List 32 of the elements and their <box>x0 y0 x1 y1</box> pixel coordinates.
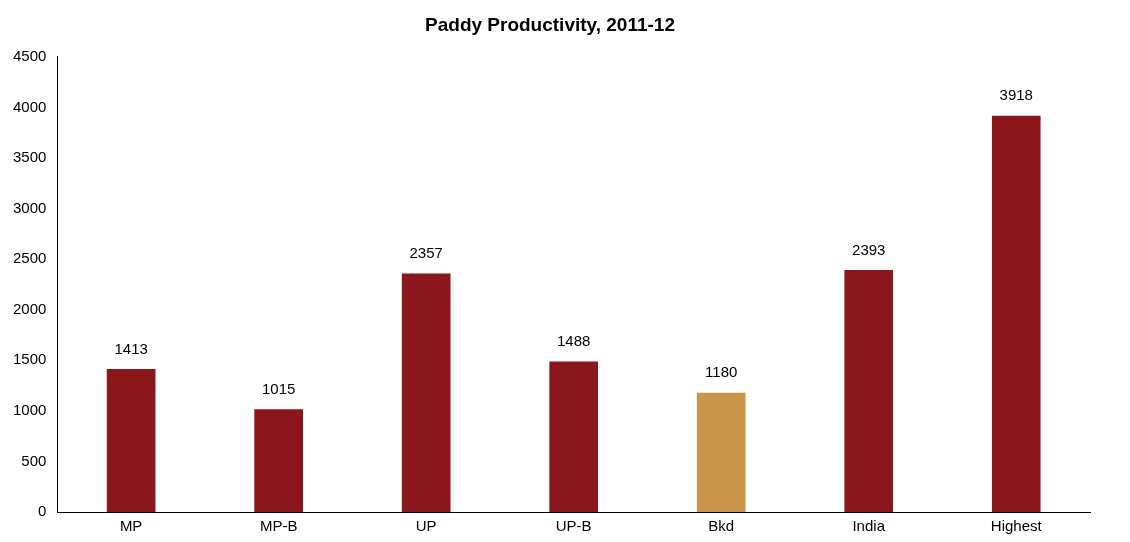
data-label: 1488 <box>557 332 591 350</box>
data-label: 1180 <box>705 363 738 381</box>
bar <box>991 115 1041 512</box>
data-label: 2393 <box>852 240 886 258</box>
y-tick-label: 4500 <box>12 46 47 64</box>
y-tick-label: 3500 <box>12 148 47 166</box>
bar <box>696 392 746 512</box>
y-tick-label: 1500 <box>12 350 47 368</box>
bar <box>549 361 599 512</box>
x-tick-label: MP <box>119 517 143 535</box>
y-tick-label: 1000 <box>12 400 47 418</box>
chart-title: Paddy Productivity, 2011-12 <box>425 13 675 35</box>
x-tick-label: Bkd <box>708 517 735 535</box>
data-label: 3918 <box>999 86 1033 104</box>
bar <box>401 273 451 512</box>
bar <box>844 269 894 512</box>
x-tick-label: India <box>852 517 886 535</box>
x-tick-label: UP-B <box>555 517 592 535</box>
y-tick-label: 500 <box>21 451 47 469</box>
data-label: 1413 <box>114 339 148 357</box>
data-label: 1015 <box>261 379 296 397</box>
y-tick-label: 2500 <box>12 249 47 267</box>
data-label: 2357 <box>409 244 443 262</box>
x-tick-label: Highest <box>990 517 1043 535</box>
bar <box>106 369 156 512</box>
y-tick-label: 2000 <box>12 299 47 317</box>
bar <box>254 409 303 512</box>
y-tick-label: 3000 <box>12 198 47 216</box>
y-tick-label: 0 <box>38 502 47 520</box>
y-tick-label: 4000 <box>12 97 47 115</box>
x-tick-label: UP <box>415 517 437 535</box>
x-tick-label: MP-B <box>259 517 298 535</box>
